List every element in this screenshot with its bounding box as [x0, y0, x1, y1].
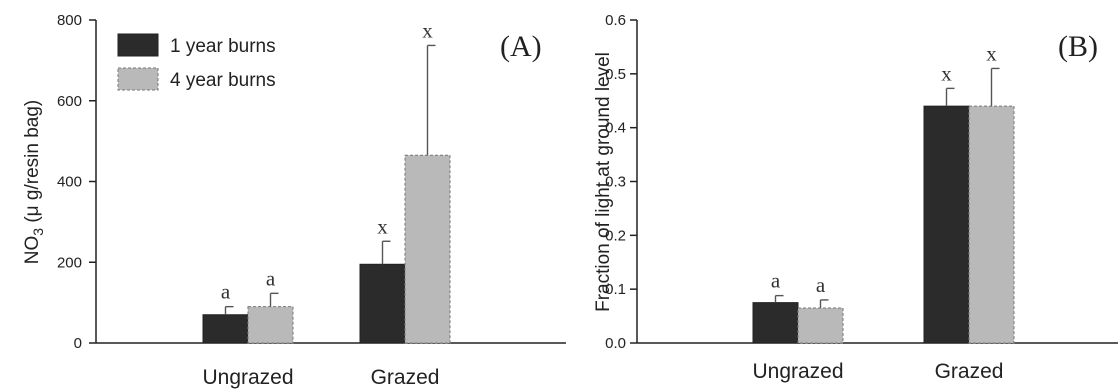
panel-a-significance-label: a [266, 266, 276, 290]
panel-b-y-tick-label: 0.3 [605, 174, 626, 191]
panel-a-category-label: Grazed [371, 366, 440, 389]
panel-b-bar [752, 302, 799, 344]
legend-label-1-year-burns: 1 year burns [170, 36, 276, 57]
panel-a-y-label-sub: 3 [30, 228, 46, 236]
panel-a-bar [202, 314, 249, 344]
panel-a-y-label-main: NO [22, 236, 43, 265]
panel-b-significance-label: x [986, 41, 997, 65]
panel-b-y-tick-label: 0.2 [605, 227, 626, 244]
panel-a-y-axis-label: NO3 (μ g/resin bag) [22, 100, 46, 264]
panel-a-y-tick-label: 0 [74, 335, 82, 352]
panel-a-y-label-rest: (μ g/resin bag) [22, 100, 43, 228]
panel-a-category-label: Ungrazed [202, 366, 293, 389]
legend-label-4-year-burns: 4 year burns [170, 70, 276, 91]
legend-swatch-4-year-burns [117, 67, 159, 91]
chart-panel-a: NO3 (μ g/resin bag) (A) 1 year burns 4 y… [22, 12, 566, 389]
panel-b-y-tick-label: 0.4 [605, 120, 626, 137]
panel-b-significance-label: a [816, 273, 826, 297]
panel-b-category-label: Ungrazed [752, 360, 843, 383]
panel-a-significance-label: a [221, 280, 231, 304]
panel-a-bar [404, 154, 451, 344]
legend-swatch-1-year-burns [117, 33, 159, 57]
panel-a-bar [247, 306, 294, 344]
panel-b-significance-label: x [941, 61, 952, 85]
panel-a-bar [359, 263, 406, 344]
panel-b-bar [797, 307, 844, 344]
panel-a-y-tick-label: 200 [57, 254, 82, 271]
panel-b-y-axis-label: Fraction of light at ground level [593, 52, 614, 312]
legend: 1 year burns 4 year burns [117, 33, 276, 91]
panel-b-bar [968, 105, 1015, 344]
panel-b-significance-label: a [771, 269, 781, 293]
panel-b-category-label: Grazed [935, 360, 1004, 383]
panel-a-label: (A) [500, 30, 542, 63]
panel-b-y-tick-label: 0.6 [605, 12, 626, 29]
panel-b-bar [923, 105, 970, 344]
panel-a-significance-label: x [377, 214, 388, 238]
panel-a-y-tick-label: 800 [57, 12, 82, 29]
chart-panel-b: Fraction of light at ground level (B) 0.… [593, 12, 1118, 383]
panel-b-y-tick-label: 0.5 [605, 66, 626, 83]
panel-a-significance-label: x [422, 18, 433, 42]
panel-b-y-tick-label: 0.0 [605, 335, 626, 352]
panel-b-label: (B) [1058, 30, 1098, 63]
panel-b-y-tick-label: 0.1 [605, 281, 626, 298]
panel-a-y-tick-label: 400 [57, 174, 82, 191]
panel-a-y-tick-label: 600 [57, 93, 82, 110]
